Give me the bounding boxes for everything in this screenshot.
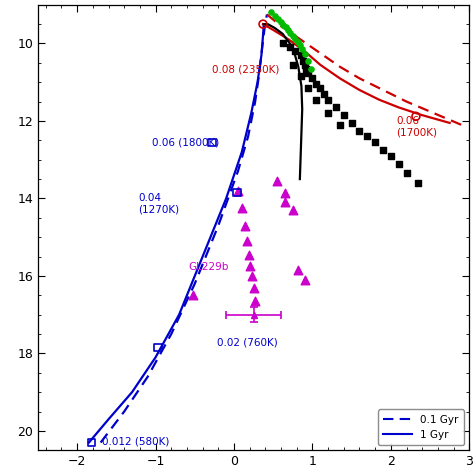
Text: 0.06 (1800K): 0.06 (1800K) bbox=[152, 137, 219, 147]
Point bbox=[340, 111, 347, 119]
Point bbox=[88, 439, 95, 447]
Point bbox=[284, 26, 292, 34]
Point bbox=[277, 18, 285, 26]
Point bbox=[356, 127, 363, 135]
Point bbox=[305, 69, 312, 76]
Point bbox=[395, 160, 402, 167]
Point bbox=[292, 47, 299, 55]
Point bbox=[412, 112, 419, 120]
Point bbox=[287, 29, 294, 36]
Point bbox=[309, 74, 316, 82]
Point bbox=[292, 35, 299, 43]
Point bbox=[274, 16, 282, 23]
Point bbox=[336, 121, 344, 128]
Point bbox=[414, 179, 422, 187]
Point bbox=[280, 21, 287, 29]
Point bbox=[305, 84, 312, 92]
Point bbox=[294, 38, 301, 46]
Point bbox=[282, 23, 290, 31]
Point bbox=[250, 284, 257, 292]
Point bbox=[279, 40, 286, 47]
Point bbox=[267, 9, 274, 16]
Point bbox=[332, 104, 340, 111]
Point bbox=[324, 96, 332, 103]
Point bbox=[154, 344, 162, 351]
Point bbox=[273, 177, 281, 185]
Point bbox=[238, 204, 246, 212]
Point bbox=[364, 133, 371, 140]
Point bbox=[296, 42, 304, 49]
Point bbox=[301, 276, 309, 283]
Point bbox=[304, 57, 311, 65]
Point bbox=[251, 297, 259, 305]
Point bbox=[301, 51, 309, 58]
Point bbox=[289, 206, 297, 214]
Text: 0.04
(1270K): 0.04 (1270K) bbox=[138, 192, 180, 214]
Point bbox=[234, 187, 242, 194]
Point bbox=[312, 81, 320, 88]
Point bbox=[387, 152, 395, 160]
Point bbox=[379, 146, 387, 154]
Point bbox=[287, 44, 294, 51]
Point bbox=[348, 119, 356, 127]
Point bbox=[248, 272, 256, 280]
Point bbox=[233, 189, 241, 196]
Point bbox=[190, 292, 197, 299]
Text: 0.012 (580K): 0.012 (580K) bbox=[102, 437, 170, 447]
Point bbox=[301, 61, 309, 69]
Point bbox=[294, 266, 302, 274]
Point bbox=[299, 46, 306, 53]
Text: 0.02 (760K): 0.02 (760K) bbox=[217, 338, 277, 348]
Text: 0.08 (2350K): 0.08 (2350K) bbox=[212, 65, 279, 75]
Point bbox=[307, 65, 315, 73]
Point bbox=[371, 138, 379, 146]
Point bbox=[312, 96, 320, 103]
Point bbox=[289, 61, 297, 69]
Point bbox=[281, 199, 289, 206]
Legend: 0.1 Gyr, 1 Gyr: 0.1 Gyr, 1 Gyr bbox=[378, 410, 464, 445]
Point bbox=[320, 90, 328, 98]
Point bbox=[241, 222, 249, 229]
Point bbox=[208, 138, 216, 146]
Point bbox=[324, 109, 332, 117]
Point bbox=[245, 251, 253, 258]
Point bbox=[403, 170, 410, 177]
Point bbox=[271, 13, 279, 20]
Point bbox=[317, 84, 324, 92]
Point bbox=[289, 32, 297, 39]
Point bbox=[244, 237, 251, 245]
Point bbox=[302, 65, 310, 73]
Text: 0.06
(1700K): 0.06 (1700K) bbox=[396, 116, 438, 138]
Point bbox=[259, 20, 267, 28]
Point bbox=[297, 73, 304, 80]
Point bbox=[299, 57, 307, 65]
Text: GL229b: GL229b bbox=[189, 263, 229, 273]
Point bbox=[297, 51, 304, 59]
Point bbox=[246, 263, 254, 270]
Point bbox=[281, 189, 289, 196]
